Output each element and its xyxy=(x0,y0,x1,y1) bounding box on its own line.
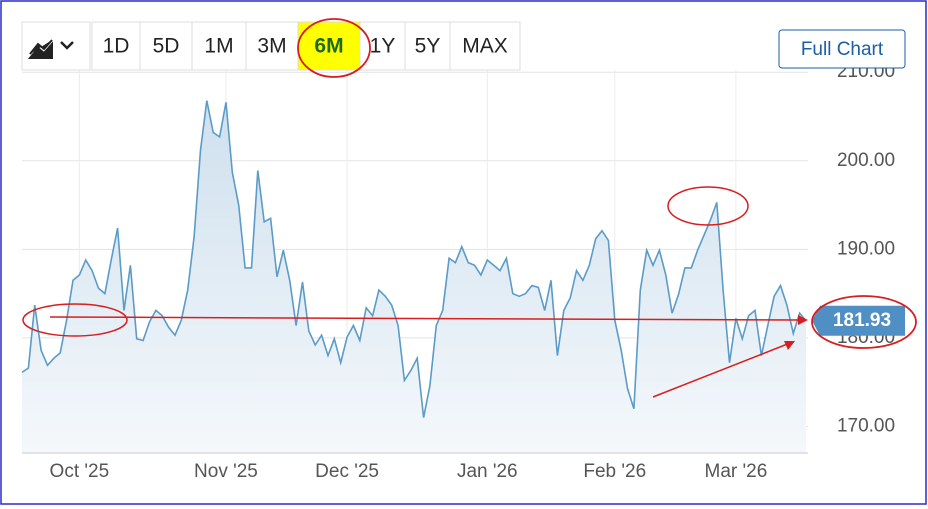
chart-type-icon xyxy=(27,39,53,59)
x-tick-label: Jan '26 xyxy=(457,461,518,482)
chart-type-button[interactable] xyxy=(21,21,91,71)
annotation-arrowhead xyxy=(798,315,808,325)
range-button-label[interactable]: MAX xyxy=(462,35,508,58)
range-button[interactable] xyxy=(139,21,193,71)
annotations xyxy=(22,18,808,398)
range-button-label[interactable]: 5D xyxy=(153,35,180,58)
x-tick-label: Oct '25 xyxy=(50,461,110,482)
annotation-circle xyxy=(22,303,128,337)
range-button[interactable] xyxy=(449,21,521,71)
x-tick-label: Dec '25 xyxy=(315,461,379,482)
range-button-label[interactable]: 6M xyxy=(314,35,343,58)
y-tick-label: 170.00 xyxy=(837,415,895,436)
range-button-label[interactable]: 5Y xyxy=(415,35,441,58)
price-tag-box xyxy=(812,305,905,336)
range-button-label[interactable]: 1Y xyxy=(370,35,396,58)
annotation-circle xyxy=(667,186,749,226)
area xyxy=(22,100,806,453)
full-chart-button[interactable] xyxy=(778,29,906,69)
annotation-arrow xyxy=(652,342,791,398)
range-button-label[interactable]: 3M xyxy=(257,35,286,58)
x-tick-label: Mar '26 xyxy=(705,461,768,482)
range-button[interactable] xyxy=(191,21,247,71)
annotation-circle xyxy=(811,295,917,349)
plot xyxy=(21,100,807,453)
x-tick-label: Nov '25 xyxy=(194,461,258,482)
line xyxy=(21,100,807,418)
range-button-label[interactable]: 1D xyxy=(103,35,130,58)
range-button[interactable] xyxy=(297,21,361,71)
dropdown-icon xyxy=(60,41,74,50)
price-tag-label: 181.93 xyxy=(833,310,891,331)
x-tick-label: Feb '26 xyxy=(583,461,646,482)
annotation-arrowhead xyxy=(784,341,795,350)
price-tag: 181.93 xyxy=(812,305,905,336)
annotation-line xyxy=(49,316,803,321)
range-button[interactable] xyxy=(245,21,299,71)
range-button[interactable] xyxy=(91,21,141,71)
range-button[interactable] xyxy=(359,21,406,71)
y-tick-label: 190.00 xyxy=(837,238,895,259)
y-tick-label: 200.00 xyxy=(837,150,895,171)
annotation-circle xyxy=(297,18,371,78)
toolbar: 1D 5D 1M 3M 6M 1Y 5Y MAX xyxy=(21,21,521,71)
full-chart-label[interactable]: Full Chart xyxy=(801,39,884,60)
range-button-label[interactable]: 1M xyxy=(204,35,233,58)
